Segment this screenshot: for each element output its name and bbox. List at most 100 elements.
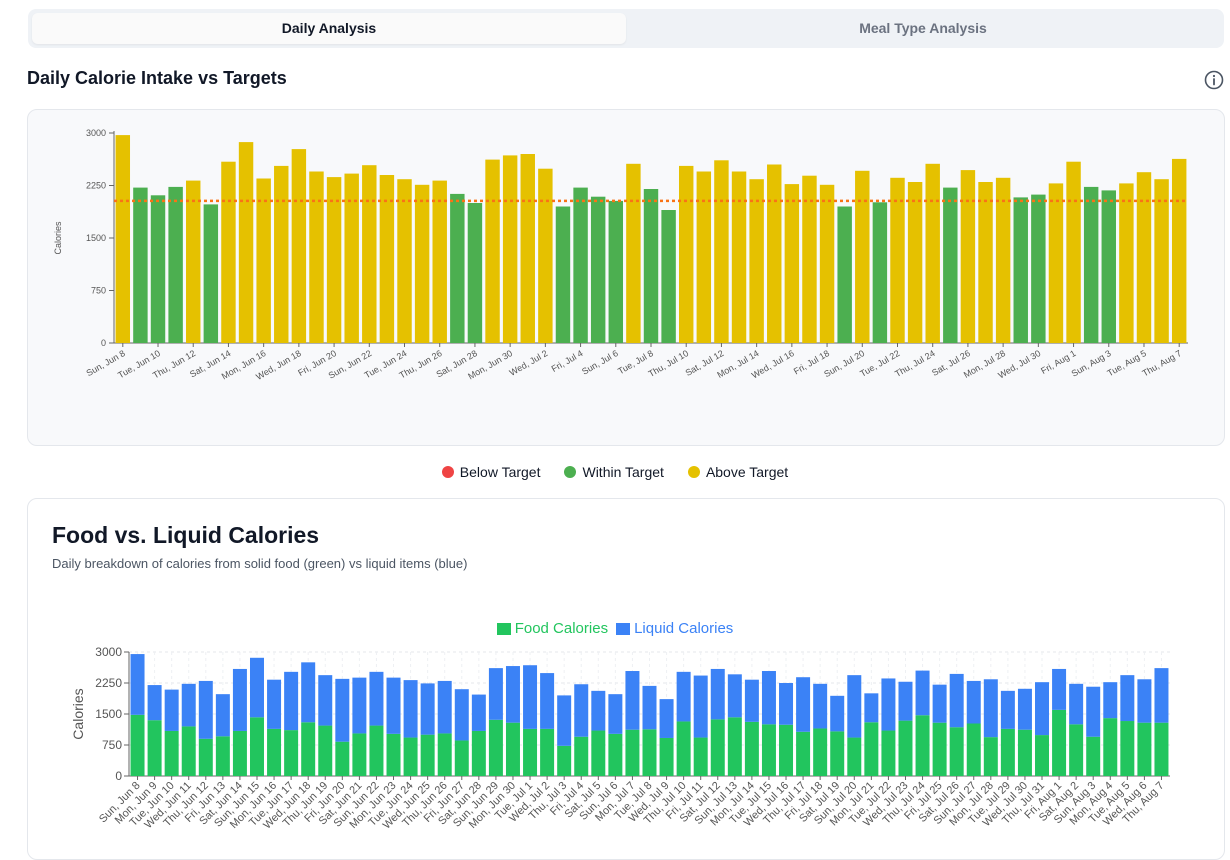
bar-above-target bbox=[291, 149, 307, 343]
bar-liquid-calories bbox=[386, 677, 401, 734]
bar-food-calories bbox=[267, 728, 282, 776]
bar-food-calories bbox=[744, 721, 759, 776]
y-tick-label: 2250 bbox=[95, 676, 122, 690]
bar-above-target bbox=[696, 171, 712, 343]
bar-liquid-calories bbox=[574, 684, 589, 737]
bar-liquid-calories bbox=[1154, 668, 1169, 723]
bar-within-target bbox=[1083, 186, 1099, 343]
bar-food-calories bbox=[147, 720, 162, 776]
bar-food-calories bbox=[352, 733, 367, 776]
bar-within-target bbox=[1031, 194, 1046, 343]
bar-food-calories bbox=[676, 721, 691, 776]
bar-within-target bbox=[168, 186, 183, 343]
bar-liquid-calories bbox=[164, 689, 179, 731]
bar-liquid-calories bbox=[181, 683, 196, 727]
bar-food-calories bbox=[249, 717, 264, 776]
bar-above-target bbox=[238, 142, 254, 343]
bar-above-target bbox=[678, 165, 694, 343]
tab-bar: Daily Analysis Meal Type Analysis bbox=[28, 9, 1224, 48]
bar-food-calories bbox=[557, 745, 572, 776]
bar-food-calories bbox=[198, 738, 213, 776]
bar-food-calories bbox=[796, 731, 811, 776]
legend-below-target: Below Target bbox=[441, 462, 541, 482]
bar-above-target bbox=[115, 135, 131, 343]
bar-food-calories bbox=[301, 722, 316, 776]
bar-above-target bbox=[925, 163, 940, 343]
info-icon[interactable] bbox=[1204, 70, 1224, 90]
bar-food-calories bbox=[966, 723, 981, 776]
bar-liquid-calories bbox=[813, 683, 828, 729]
bar-liquid-calories bbox=[1120, 675, 1135, 722]
tab-meal-type-analysis[interactable]: Meal Type Analysis bbox=[859, 20, 987, 36]
bar-food-calories bbox=[983, 737, 998, 776]
bar-above-target bbox=[274, 165, 289, 343]
bar-food-calories bbox=[164, 730, 179, 776]
bar-liquid-calories bbox=[215, 694, 230, 737]
bar-food-calories bbox=[932, 722, 947, 776]
bar-liquid-calories bbox=[591, 690, 606, 731]
y-tick-label: 0 bbox=[115, 769, 122, 783]
bar-liquid-calories bbox=[420, 683, 435, 735]
bar-liquid-calories bbox=[557, 695, 572, 746]
legend-food-calories[interactable]: Food Calories bbox=[496, 620, 608, 637]
bar-liquid-calories bbox=[830, 695, 845, 732]
bar-food-calories bbox=[1086, 736, 1101, 776]
bar-within-target bbox=[608, 200, 624, 343]
bar-liquid-calories bbox=[1103, 682, 1118, 719]
bar-above-target bbox=[731, 171, 747, 343]
bar-food-calories bbox=[386, 733, 401, 776]
bar-within-target bbox=[150, 195, 166, 343]
legend-label-below: Below Target bbox=[459, 464, 541, 480]
bar-food-calories bbox=[881, 730, 896, 776]
legend-dot-below bbox=[441, 466, 454, 478]
bar-food-calories bbox=[505, 722, 520, 776]
bar-liquid-calories bbox=[864, 693, 879, 723]
bar-liquid-calories bbox=[881, 678, 896, 731]
bar-food-calories bbox=[437, 733, 452, 776]
bar-liquid-calories bbox=[540, 673, 555, 729]
bar-liquid-calories bbox=[779, 683, 794, 725]
bar-liquid-calories bbox=[232, 668, 247, 731]
bar-liquid-calories bbox=[437, 680, 452, 734]
tab-daily-analysis[interactable]: Daily Analysis bbox=[32, 13, 626, 44]
bar-above-target bbox=[626, 163, 641, 343]
bar-above-target bbox=[256, 178, 271, 343]
legend-dot-above bbox=[687, 466, 700, 478]
bar-food-calories bbox=[454, 740, 469, 776]
bar-liquid-calories bbox=[1069, 683, 1084, 725]
bar-above-target bbox=[784, 184, 800, 343]
bar-food-calories bbox=[403, 737, 418, 776]
legend-label-above: Above Target bbox=[705, 464, 789, 480]
food-liquid-subtitle: Daily breakdown of calories from solid f… bbox=[52, 556, 468, 571]
bar-liquid-calories bbox=[488, 668, 503, 720]
bar-food-calories bbox=[830, 731, 845, 776]
bar-above-target bbox=[995, 177, 1011, 343]
bar-within-target bbox=[590, 196, 606, 343]
bar-above-target bbox=[309, 171, 324, 343]
legend-label-liquid: Liquid Calories bbox=[634, 620, 734, 637]
bar-liquid-calories bbox=[693, 675, 708, 738]
bar-liquid-calories bbox=[727, 674, 742, 718]
bar-above-target bbox=[362, 165, 377, 343]
bar-food-calories bbox=[1017, 729, 1032, 776]
bar-food-calories bbox=[215, 736, 230, 776]
bar-liquid-calories bbox=[1000, 690, 1015, 729]
bar-above-target bbox=[1136, 172, 1152, 343]
food-liquid-title: Food vs. Liquid Calories bbox=[52, 522, 320, 548]
bar-liquid-calories bbox=[744, 679, 759, 722]
bar-above-target bbox=[186, 180, 201, 343]
bar-food-calories bbox=[608, 733, 623, 776]
bar-liquid-calories bbox=[932, 684, 947, 723]
bar-liquid-calories bbox=[1035, 682, 1050, 736]
bar-food-calories bbox=[727, 717, 742, 776]
bar-above-target bbox=[414, 184, 430, 343]
legend-above-target: Above Target bbox=[687, 462, 789, 482]
bar-liquid-calories bbox=[318, 675, 333, 726]
legend-liquid-calories[interactable]: Liquid Calories bbox=[616, 620, 733, 637]
bar-food-calories bbox=[659, 737, 674, 776]
bar-liquid-calories bbox=[147, 685, 162, 721]
bar-food-calories bbox=[693, 737, 708, 776]
bar-within-target bbox=[1013, 197, 1028, 343]
bar-above-target bbox=[1171, 158, 1187, 343]
